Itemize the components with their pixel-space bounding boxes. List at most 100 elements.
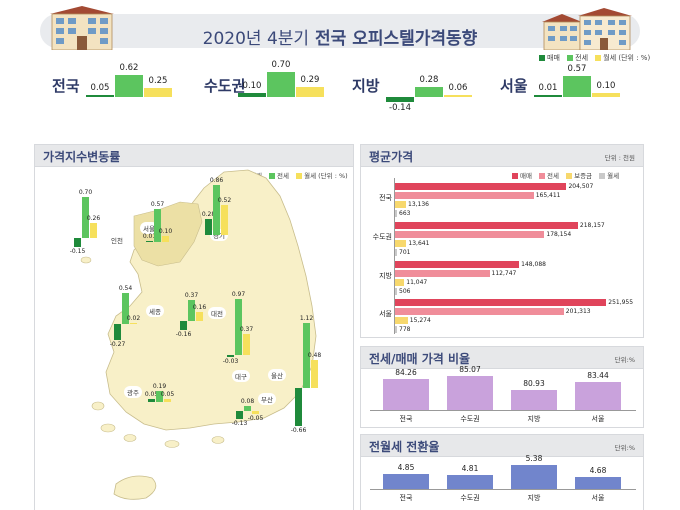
avg-category-label: 수도권 (372, 233, 392, 241)
map-bar-wolse (130, 322, 137, 324)
summary-bar-sale (86, 95, 114, 97)
summary-bar-sale (534, 95, 562, 97)
avg-bar-jeonse (395, 231, 545, 238)
summary-bar-jeonse (115, 74, 143, 97)
avg-bar-wolse (395, 326, 397, 333)
apartment-building-icon-right (542, 8, 632, 50)
map-city-label: 광주 (124, 386, 142, 398)
ratio-category-label: 지방 (527, 415, 541, 423)
summary-bar-sale (386, 97, 414, 103)
conv-value: 4.68 (589, 466, 607, 476)
map-bar-jeonse (154, 208, 161, 242)
avg-category-label: 서울 (379, 310, 392, 318)
ratio-bar (383, 379, 429, 410)
conversion-header: 전월세 전환율 단위:% (361, 435, 643, 457)
map-bar-wolse (221, 204, 228, 235)
ratio-title: 전세/매매 가격 비율 (369, 352, 471, 366)
map-legend-unit: (단위 : %) (318, 172, 348, 180)
summary-region-label: 수도권 (204, 77, 246, 95)
map-city-label: 인천 (108, 234, 126, 246)
summary-bar-jeonse (415, 86, 443, 97)
ratio-unit: 단위:% (614, 356, 635, 364)
ratio-category-label: 수도권 (460, 415, 480, 423)
avg-bar-sale (395, 299, 607, 306)
summary-value-jeonse: 0.62 (119, 62, 139, 73)
avg-value-wolse: 701 (399, 249, 411, 256)
map-value-wolse: 0.52 (217, 196, 232, 204)
map-bar-wolse (196, 311, 203, 321)
map-bar-wolse (164, 399, 171, 402)
map-value-sale: 0.05 (144, 391, 159, 399)
map-value-sale: -0.15 (69, 247, 86, 255)
map-value-sale: -0.13 (231, 419, 248, 427)
avg-price-unit: 단위 : 천원 (604, 154, 635, 162)
island-shape-2 (100, 423, 116, 433)
summary-value-wolse: 0.06 (448, 82, 468, 93)
avg-value-deposit: 13,641 (408, 240, 430, 247)
map-value-wolse: -0.05 (247, 414, 264, 422)
map-value-wolse: 0.16 (192, 303, 207, 311)
map-value-sale: 0.01 (142, 232, 157, 240)
summary-value-jeonse: 0.70 (271, 59, 291, 70)
avg-value-jeonse: 165,411 (535, 192, 561, 199)
map-value-sale: 0.28 (201, 210, 216, 218)
summary-value-jeonse: 0.57 (567, 64, 587, 75)
map-city-label: 대구 (232, 370, 250, 382)
summary-value-wolse: 0.29 (300, 74, 320, 85)
apartment-building-icon-left (50, 6, 114, 50)
avg-value-wolse: 778 (399, 326, 411, 333)
summary-value-jeonse: 0.28 (419, 74, 439, 85)
island-shape-6 (80, 256, 92, 264)
map-value-jeonse: 1.12 (299, 315, 314, 323)
avg-bar-jeonse (395, 270, 490, 277)
conv-category-label: 전국 (399, 494, 413, 502)
map-value-sale: -0.27 (109, 340, 126, 348)
map-value-jeonse: 0.19 (152, 382, 167, 390)
summary-value-wolse: 0.25 (148, 76, 168, 86)
jeju-island-shape (113, 475, 157, 500)
ratio-bar (511, 390, 557, 410)
avg-category-label: 지방 (379, 272, 392, 280)
summary-bar-sale (238, 93, 266, 97)
map-bar-sale (74, 238, 81, 247)
avg-legend-swatch-deposit (566, 173, 573, 179)
island-shape-4 (164, 440, 180, 448)
avg-legend-sale: 매매 (520, 172, 532, 180)
map-value-jeonse: 0.70 (78, 189, 93, 197)
page-title: 2020년 4분기 전국 오피스텔가격동향 (0, 24, 680, 49)
map-value-sale: -0.66 (290, 427, 307, 435)
summary-value-sale: 0.05 (90, 83, 110, 93)
conv-value: 4.81 (461, 463, 479, 473)
map-bar-sale (148, 399, 155, 402)
avg-value-sale: 204,507 (568, 183, 594, 190)
conv-bar (447, 474, 493, 489)
conv-bar (511, 464, 557, 489)
summary-value-sale: 0.01 (538, 83, 558, 93)
conv-category-label: 서울 (591, 494, 605, 502)
avg-bar-deposit (395, 317, 408, 324)
summary-region-label: 지방 (352, 77, 380, 95)
avg-bar-wolse (395, 210, 397, 217)
legend-wolse: 월세 (603, 54, 617, 62)
summary-bar-wolse (144, 88, 172, 97)
avg-value-jeonse: 201,313 (565, 308, 591, 315)
ratio-bar (447, 376, 493, 410)
avg-bar-jeonse (395, 192, 534, 199)
avg-bar-wolse (395, 249, 397, 256)
map-bar-sale (227, 355, 234, 357)
avg-bar-sale (395, 261, 520, 268)
map-panel-title: 가격지수변동률 (43, 150, 121, 164)
avg-legend: 매매 전세 보증금 월세 (512, 170, 619, 180)
map-value-sale: -0.16 (175, 331, 192, 339)
conv-baseline (370, 489, 636, 490)
map-value-jeonse: 0.08 (240, 398, 255, 406)
legend-sale: 매매 (547, 54, 560, 62)
map-bar-wolse (90, 222, 97, 238)
avg-value-jeonse: 178,154 (546, 231, 572, 238)
map-bar-jeonse (235, 298, 242, 355)
map-bar-sale (236, 411, 243, 419)
avg-bar-deposit (395, 240, 407, 247)
map-bar-wolse (162, 236, 169, 242)
avg-value-sale: 218,157 (579, 222, 605, 229)
conversion-unit: 단위:% (614, 444, 635, 452)
